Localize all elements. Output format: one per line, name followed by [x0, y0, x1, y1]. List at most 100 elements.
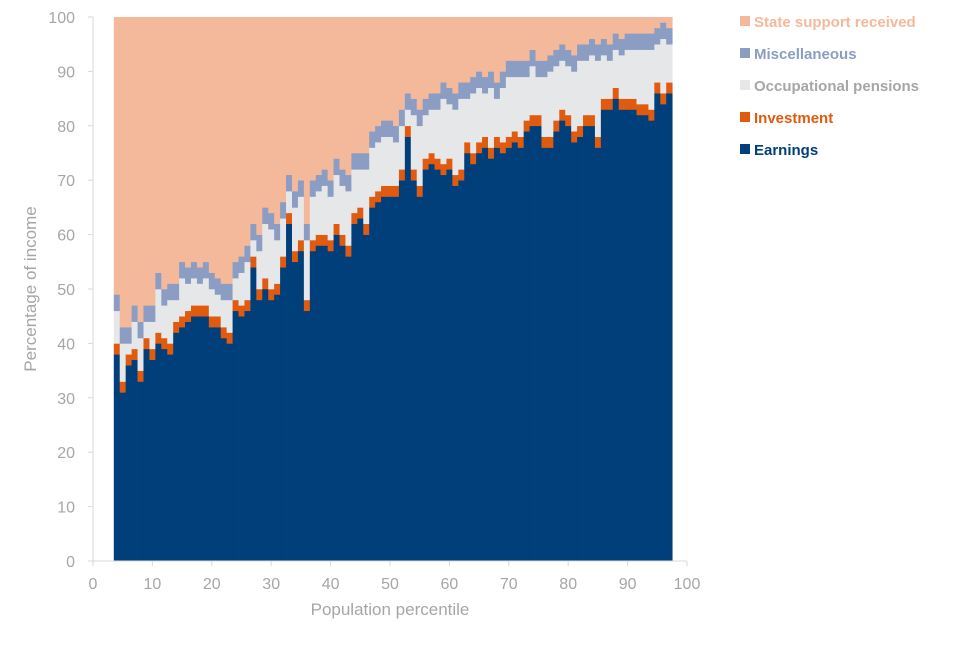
bar-occupational-pensions-p76 [541, 76, 548, 137]
bar-state-support-received-p72 [517, 17, 525, 61]
bar-state-support-received-p67 [488, 17, 495, 72]
bar-occupational-pensions-p59 [440, 98, 447, 165]
bar-state-support-received-p66 [482, 17, 489, 78]
bar-earnings-p64 [470, 163, 477, 562]
bar-investment-p36 [303, 299, 311, 312]
bar-investment-p50 [387, 185, 394, 197]
bar-miscellaneous-p25 [238, 256, 245, 273]
bar-occupational-pensions-p71 [511, 76, 519, 132]
bar-occupational-pensions-p55 [416, 125, 424, 186]
bar-occupational-pensions-p33 [286, 191, 293, 214]
bar-investment-p52 [398, 169, 406, 181]
bar-occupational-pensions-p75 [535, 76, 542, 116]
x-tick-label: 80 [559, 576, 577, 593]
x-tick-label: 40 [322, 576, 340, 593]
legend-swatch-occupational-pensions [740, 80, 750, 90]
legend-label-investment: Investment [754, 110, 833, 127]
bar-occupational-pensions-p22 [220, 299, 228, 328]
bar-state-support-received-p39 [321, 17, 329, 170]
bar-miscellaneous-p70 [505, 60, 513, 78]
bar-miscellaneous-p44 [351, 153, 358, 170]
legend-label-earnings: Earnings [754, 142, 818, 159]
bar-state-support-received-p46 [363, 17, 370, 154]
bar-occupational-pensions-p81 [571, 71, 578, 132]
bar-occupational-pensions-p14 [173, 299, 180, 322]
bar-miscellaneous-p63 [464, 82, 471, 99]
bar-state-support-received-p83 [583, 17, 590, 45]
bar-investment-p74 [529, 114, 536, 127]
bar-earnings-p10 [149, 359, 156, 562]
bar-earnings-p72 [517, 147, 525, 562]
bar-earnings-p93 [642, 114, 649, 562]
bar-occupational-pensions-p91 [630, 49, 637, 99]
bar-occupational-pensions-p13 [167, 299, 174, 344]
bar-earnings-p31 [274, 294, 281, 562]
bar-state-support-received-p28 [256, 17, 263, 235]
bar-occupational-pensions-p68 [493, 98, 501, 137]
bar-investment-p34 [291, 250, 299, 263]
bar-investment-p69 [499, 142, 507, 154]
bar-investment-p90 [624, 98, 631, 110]
bar-state-support-received-p30 [268, 17, 275, 214]
bar-occupational-pensions-p54 [410, 114, 418, 170]
bar-miscellaneous-p19 [202, 261, 210, 279]
bar-investment-p22 [220, 327, 228, 339]
bar-occupational-pensions-p51 [392, 142, 400, 186]
bar-occupational-pensions-p38 [315, 191, 323, 235]
bar-occupational-pensions-p39 [321, 185, 329, 235]
bar-occupational-pensions-p18 [196, 283, 204, 306]
bar-occupational-pensions-p89 [618, 55, 626, 99]
bar-occupational-pensions-p50 [387, 136, 394, 186]
bar-occupational-pensions-p70 [505, 76, 513, 137]
bar-investment-p11 [155, 332, 162, 344]
bar-state-support-received-p57 [428, 17, 435, 94]
x-tick-label: 100 [674, 576, 701, 593]
bar-miscellaneous-p57 [428, 93, 435, 110]
bar-state-support-received-p17 [191, 17, 198, 263]
bar-state-support-received-p58 [434, 17, 441, 94]
bar-earnings-p34 [291, 261, 299, 562]
x-tick-label: 30 [262, 576, 280, 593]
bar-miscellaneous-p93 [642, 33, 649, 50]
bar-state-support-received-p73 [523, 17, 530, 61]
bar-state-support-received-p61 [452, 17, 459, 94]
bar-investment-p46 [363, 223, 370, 235]
x-tick-label: 50 [381, 576, 399, 593]
bar-state-support-received-p93 [642, 17, 649, 34]
bar-state-support-received-p23 [226, 17, 233, 284]
bar-miscellaneous-p65 [476, 71, 483, 89]
bar-earnings-p47 [369, 207, 376, 562]
bar-miscellaneous-p24 [232, 261, 239, 279]
bar-investment-p88 [612, 87, 620, 99]
bar-earnings-p33 [286, 223, 293, 562]
bar-investment-p54 [410, 169, 418, 181]
bar-state-support-received-p10 [149, 17, 156, 306]
bar-investment-p75 [535, 114, 542, 127]
bar-earnings-p41 [333, 234, 340, 562]
bar-occupational-pensions-p42 [339, 185, 346, 235]
bar-state-support-received-p59 [440, 17, 447, 83]
bar-state-support-received-p40 [327, 17, 334, 181]
bar-state-support-received-p7 [131, 17, 138, 306]
bar-occupational-pensions-p80 [565, 65, 572, 116]
bar-earnings-p17 [191, 316, 198, 562]
bar-earnings-p94 [648, 120, 655, 562]
bar-investment-p66 [482, 136, 489, 148]
bar-earnings-p89 [618, 109, 626, 562]
bar-earnings-p26 [244, 310, 251, 562]
bar-investment-p9 [143, 337, 150, 350]
bar-earnings-p77 [547, 147, 554, 562]
bar-occupational-pensions-p17 [191, 278, 198, 306]
y-tick-label: 10 [57, 500, 75, 517]
bar-state-support-received-p48 [375, 17, 382, 127]
bar-state-support-received-p79 [559, 17, 566, 45]
bar-occupational-pensions-p44 [351, 169, 358, 214]
bar-investment-p95 [654, 82, 661, 94]
bar-earnings-p38 [315, 245, 323, 562]
bar-investment-p27 [250, 256, 257, 268]
bar-earnings-p61 [452, 185, 459, 562]
bar-miscellaneous-p14 [173, 283, 180, 301]
bar-investment-p35 [297, 240, 305, 252]
bar-state-support-received-p14 [173, 17, 180, 284]
bar-investment-p87 [606, 98, 614, 110]
